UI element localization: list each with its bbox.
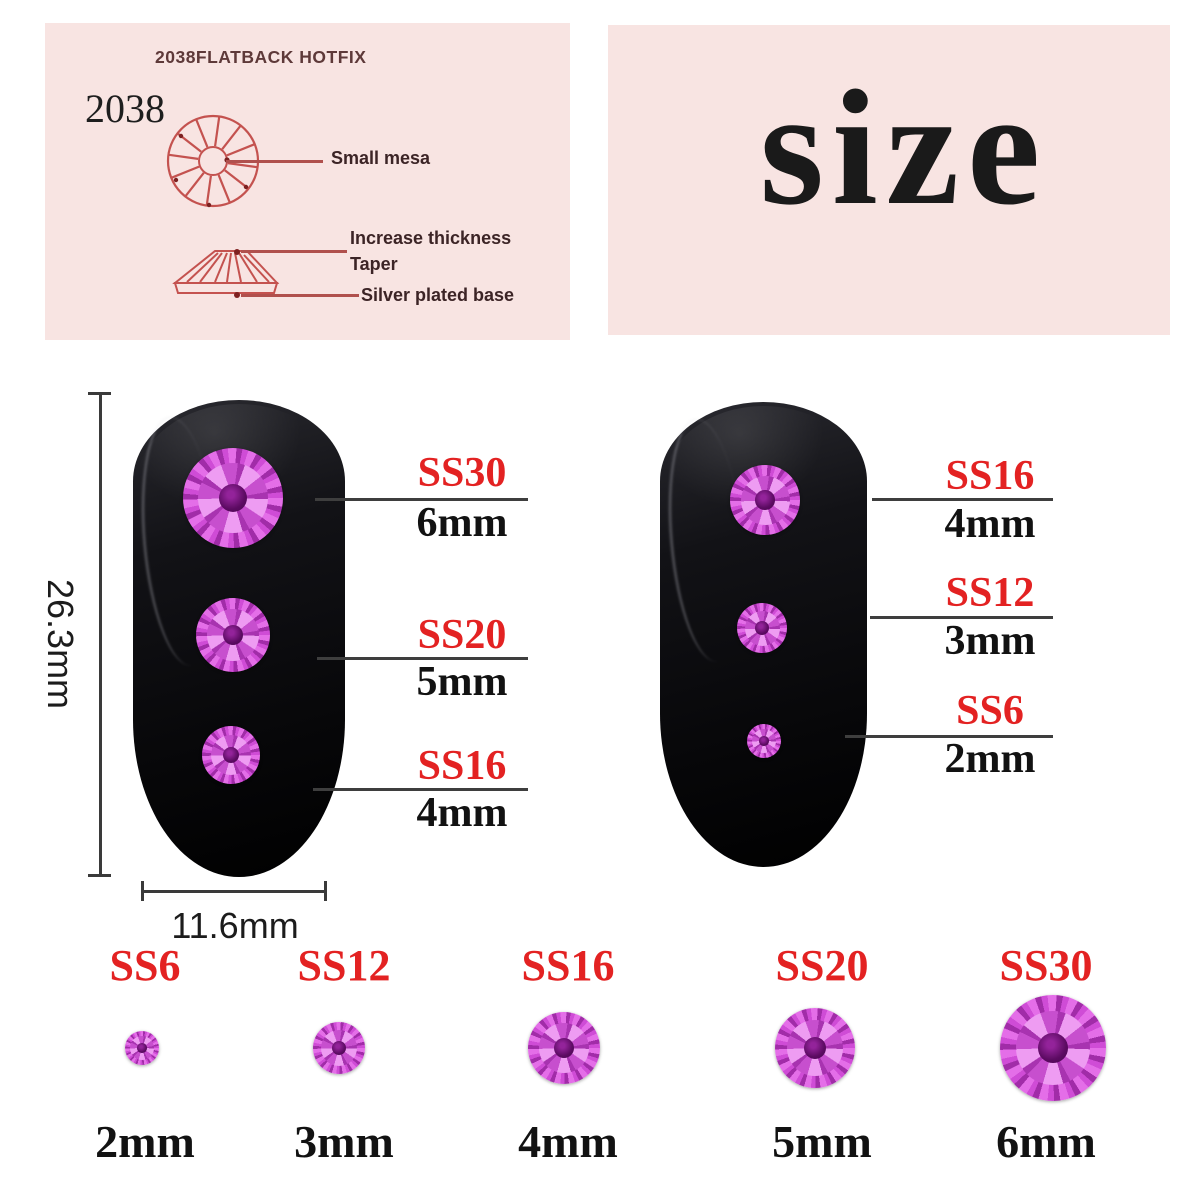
callout-code: SS30 [417,450,507,496]
callout-line [317,657,528,660]
callout-line [315,498,528,501]
callout-code: SS16 [945,453,1035,499]
callout-line [845,735,1053,738]
chart-code: SS30 [999,941,1093,990]
leader-line-thickness [241,250,347,253]
rhinestone-ss16-on-nail [730,465,800,535]
rhinestone-ss12-on-nail [737,603,787,653]
rhinestone-ss12-sample [313,1022,365,1074]
nail-width-label: 11.6mm [171,905,299,946]
rhinestone-ss16-on-nail [202,726,260,784]
chart-mm: 3mm [294,1116,394,1167]
callout-code: SS6 [956,688,1024,734]
callout-line [313,788,528,791]
chart-code: SS20 [775,941,869,990]
callout-code: SS20 [417,612,507,658]
callout-mm: 3mm [944,618,1036,664]
callout-silver-base: Silver plated base [361,285,515,305]
spec-box: 2038FLATBACK HOTFIX 2038 [45,23,570,340]
callout-increase-thickness: Increase thickness [350,228,512,248]
callout-mm: 4mm [416,790,508,836]
callout-mm: 5mm [416,659,508,705]
rhinestone-ss6-sample [125,1031,159,1065]
chart-code: SS6 [109,941,181,990]
rhinestone-ss20-sample [775,1008,855,1088]
chart-mm: 6mm [996,1116,1096,1167]
rhinestone-ss20-on-nail [196,598,270,672]
callout-small-mesa: Small mesa [331,148,431,168]
spec-box-title: 2038FLATBACK HOTFIX [155,47,367,67]
callout-line [872,498,1053,501]
callout-mm: 6mm [416,500,508,546]
callout-taper: Taper [350,254,398,274]
rhinestone-ss6-on-nail [747,724,781,758]
dimension-cap-bottom [88,874,111,877]
leader-line-small-mesa [226,160,323,163]
callout-line [870,616,1053,619]
callout-mm: 4mm [944,501,1036,547]
nail-length-label: 26.3mm [40,579,81,710]
chart-mm: 2mm [95,1116,195,1167]
dimension-cap-left [141,881,144,901]
size-heading: size [759,56,1049,239]
size-box: size [608,25,1170,335]
model-number: 2038 [85,86,165,131]
chart-code: SS12 [297,941,391,990]
callout-mm: 2mm [944,736,1036,782]
dimension-cap-right [324,881,327,901]
dimension-line-horizontal [142,890,326,893]
callout-code: SS12 [945,570,1035,616]
leader-line-base [241,294,359,297]
dimension-cap-top [88,392,111,395]
rhinestone-ss30-sample [1000,995,1106,1101]
callout-code: SS16 [417,743,507,789]
dimension-line-vertical [99,394,102,877]
chart-mm: 4mm [518,1116,618,1167]
rhinestone-side-view-icon [172,249,280,298]
chart-code: SS16 [521,941,615,990]
rhinestone-ss30-on-nail [183,448,283,548]
chart-mm: 5mm [772,1116,872,1167]
rhinestone-ss16-sample [528,1012,600,1084]
